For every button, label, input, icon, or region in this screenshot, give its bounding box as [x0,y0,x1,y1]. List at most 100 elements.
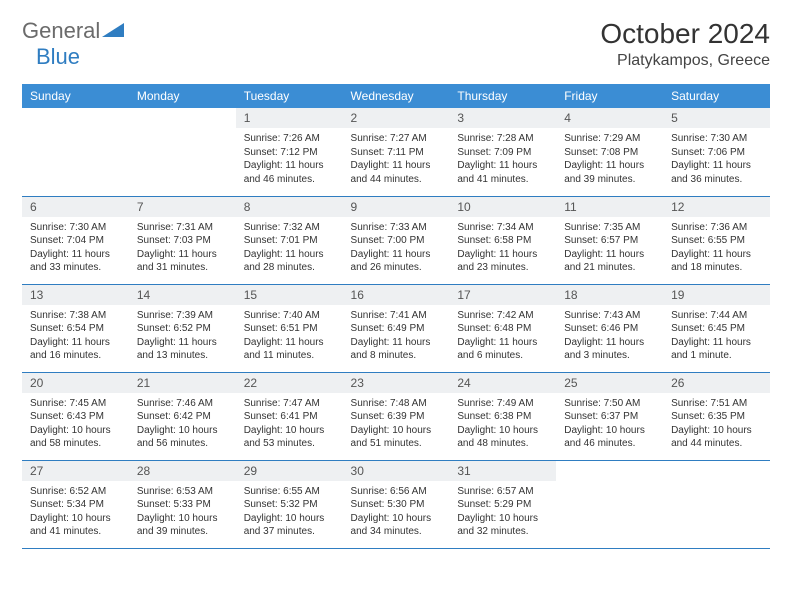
calendar-day-cell: 23Sunrise: 7:48 AMSunset: 6:39 PMDayligh… [343,372,450,460]
day-number: 1 [236,108,343,128]
day-number: 15 [236,285,343,305]
day-details: Sunrise: 6:55 AMSunset: 5:32 PMDaylight:… [236,481,343,545]
day-number: 10 [449,197,556,217]
day-header: Tuesday [236,84,343,108]
day-number: 14 [129,285,236,305]
day-details: Sunrise: 7:39 AMSunset: 6:52 PMDaylight:… [129,305,236,369]
day-details: Sunrise: 7:48 AMSunset: 6:39 PMDaylight:… [343,393,450,457]
calendar-day-cell: 28Sunrise: 6:53 AMSunset: 5:33 PMDayligh… [129,460,236,548]
calendar-day-cell: 1Sunrise: 7:26 AMSunset: 7:12 PMDaylight… [236,108,343,196]
day-number: 8 [236,197,343,217]
calendar-day-cell: 17Sunrise: 7:42 AMSunset: 6:48 PMDayligh… [449,284,556,372]
day-number: 22 [236,373,343,393]
day-number: 24 [449,373,556,393]
page-title: October 2024 [600,18,770,50]
header: General October 2024 Platykampos, Greece [22,18,770,70]
day-details: Sunrise: 7:51 AMSunset: 6:35 PMDaylight:… [663,393,770,457]
calendar-day-cell: 10Sunrise: 7:34 AMSunset: 6:58 PMDayligh… [449,196,556,284]
day-number: 29 [236,461,343,481]
day-details: Sunrise: 7:29 AMSunset: 7:08 PMDaylight:… [556,128,663,192]
calendar-body: 1Sunrise: 7:26 AMSunset: 7:12 PMDaylight… [22,108,770,548]
day-number: 7 [129,197,236,217]
day-details: Sunrise: 7:35 AMSunset: 6:57 PMDaylight:… [556,217,663,281]
calendar-day-cell: 9Sunrise: 7:33 AMSunset: 7:00 PMDaylight… [343,196,450,284]
calendar-week-row: 6Sunrise: 7:30 AMSunset: 7:04 PMDaylight… [22,196,770,284]
day-number: 23 [343,373,450,393]
calendar-day-cell: 31Sunrise: 6:57 AMSunset: 5:29 PMDayligh… [449,460,556,548]
day-number: 31 [449,461,556,481]
calendar-day-cell: 24Sunrise: 7:49 AMSunset: 6:38 PMDayligh… [449,372,556,460]
day-details: Sunrise: 7:36 AMSunset: 6:55 PMDaylight:… [663,217,770,281]
calendar-day-cell: 18Sunrise: 7:43 AMSunset: 6:46 PMDayligh… [556,284,663,372]
calendar-day-cell: 14Sunrise: 7:39 AMSunset: 6:52 PMDayligh… [129,284,236,372]
day-details: Sunrise: 7:34 AMSunset: 6:58 PMDaylight:… [449,217,556,281]
day-number: 17 [449,285,556,305]
calendar-day-cell: 3Sunrise: 7:28 AMSunset: 7:09 PMDaylight… [449,108,556,196]
day-number: 2 [343,108,450,128]
calendar-day-cell: 29Sunrise: 6:55 AMSunset: 5:32 PMDayligh… [236,460,343,548]
day-number: 16 [343,285,450,305]
calendar-day-cell: 6Sunrise: 7:30 AMSunset: 7:04 PMDaylight… [22,196,129,284]
day-details: Sunrise: 7:33 AMSunset: 7:00 PMDaylight:… [343,217,450,281]
calendar-day-cell [129,108,236,196]
calendar-day-cell: 19Sunrise: 7:44 AMSunset: 6:45 PMDayligh… [663,284,770,372]
calendar-day-cell [22,108,129,196]
day-details: Sunrise: 7:50 AMSunset: 6:37 PMDaylight:… [556,393,663,457]
day-number: 21 [129,373,236,393]
calendar-day-cell: 16Sunrise: 7:41 AMSunset: 6:49 PMDayligh… [343,284,450,372]
day-details: Sunrise: 6:53 AMSunset: 5:33 PMDaylight:… [129,481,236,545]
day-number: 12 [663,197,770,217]
day-details: Sunrise: 7:49 AMSunset: 6:38 PMDaylight:… [449,393,556,457]
day-header: Monday [129,84,236,108]
day-details: Sunrise: 7:26 AMSunset: 7:12 PMDaylight:… [236,128,343,192]
calendar-day-cell: 2Sunrise: 7:27 AMSunset: 7:11 PMDaylight… [343,108,450,196]
day-number: 26 [663,373,770,393]
calendar-week-row: 20Sunrise: 7:45 AMSunset: 6:43 PMDayligh… [22,372,770,460]
calendar-day-cell: 25Sunrise: 7:50 AMSunset: 6:37 PMDayligh… [556,372,663,460]
day-header: Thursday [449,84,556,108]
calendar-day-cell: 8Sunrise: 7:32 AMSunset: 7:01 PMDaylight… [236,196,343,284]
logo-triangle-icon [102,21,124,42]
calendar-day-cell: 4Sunrise: 7:29 AMSunset: 7:08 PMDaylight… [556,108,663,196]
calendar-week-row: 1Sunrise: 7:26 AMSunset: 7:12 PMDaylight… [22,108,770,196]
day-details: Sunrise: 7:28 AMSunset: 7:09 PMDaylight:… [449,128,556,192]
day-number: 6 [22,197,129,217]
day-number: 18 [556,285,663,305]
calendar-week-row: 13Sunrise: 7:38 AMSunset: 6:54 PMDayligh… [22,284,770,372]
day-header: Wednesday [343,84,450,108]
day-details: Sunrise: 7:45 AMSunset: 6:43 PMDaylight:… [22,393,129,457]
logo-text-general: General [22,18,100,44]
calendar-day-cell [663,460,770,548]
location-label: Platykampos, Greece [600,52,770,70]
calendar-day-cell [556,460,663,548]
day-details: Sunrise: 7:30 AMSunset: 7:04 PMDaylight:… [22,217,129,281]
day-number: 5 [663,108,770,128]
day-details: Sunrise: 7:47 AMSunset: 6:41 PMDaylight:… [236,393,343,457]
day-header: Saturday [663,84,770,108]
logo: General [22,18,124,44]
calendar-day-cell: 7Sunrise: 7:31 AMSunset: 7:03 PMDaylight… [129,196,236,284]
calendar-header-row: SundayMondayTuesdayWednesdayThursdayFrid… [22,84,770,108]
day-number: 9 [343,197,450,217]
calendar-week-row: 27Sunrise: 6:52 AMSunset: 5:34 PMDayligh… [22,460,770,548]
calendar-day-cell: 21Sunrise: 7:46 AMSunset: 6:42 PMDayligh… [129,372,236,460]
title-block: October 2024 Platykampos, Greece [600,18,770,70]
day-number: 28 [129,461,236,481]
day-number: 27 [22,461,129,481]
calendar-day-cell: 13Sunrise: 7:38 AMSunset: 6:54 PMDayligh… [22,284,129,372]
day-details: Sunrise: 7:41 AMSunset: 6:49 PMDaylight:… [343,305,450,369]
day-details: Sunrise: 7:38 AMSunset: 6:54 PMDaylight:… [22,305,129,369]
logo-text-blue: Blue [36,44,80,70]
day-details: Sunrise: 7:42 AMSunset: 6:48 PMDaylight:… [449,305,556,369]
day-number: 19 [663,285,770,305]
calendar-day-cell: 11Sunrise: 7:35 AMSunset: 6:57 PMDayligh… [556,196,663,284]
day-header: Sunday [22,84,129,108]
day-number: 30 [343,461,450,481]
day-details: Sunrise: 7:30 AMSunset: 7:06 PMDaylight:… [663,128,770,192]
day-details: Sunrise: 6:57 AMSunset: 5:29 PMDaylight:… [449,481,556,545]
calendar-day-cell: 26Sunrise: 7:51 AMSunset: 6:35 PMDayligh… [663,372,770,460]
day-details: Sunrise: 7:46 AMSunset: 6:42 PMDaylight:… [129,393,236,457]
day-number: 11 [556,197,663,217]
calendar-day-cell: 15Sunrise: 7:40 AMSunset: 6:51 PMDayligh… [236,284,343,372]
day-details: Sunrise: 6:52 AMSunset: 5:34 PMDaylight:… [22,481,129,545]
